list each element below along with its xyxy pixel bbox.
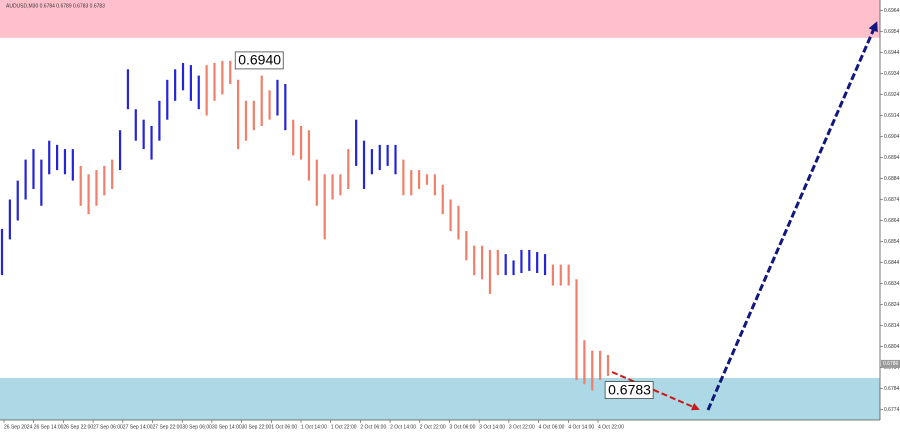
x-tick-label: 1 Oct 14:00	[301, 424, 327, 430]
y-tick-label: 0.6914	[884, 113, 900, 119]
target-zone	[0, 378, 880, 420]
y-tick-label: 0.6904	[884, 134, 900, 140]
x-tick-label: 26 Sep 2024	[4, 424, 33, 430]
forecast-arrow	[611, 371, 700, 411]
forecast-arrow	[706, 21, 878, 411]
price-label-box	[881, 359, 900, 368]
x-tick-label: 30 Sep 22:00	[242, 424, 272, 430]
x-tick-label: 2 Oct 14:00	[390, 424, 416, 430]
y-tick-label: 0.6854	[884, 239, 900, 245]
annotation-box	[234, 51, 284, 70]
x-tick-label: 2 Oct 06:00	[360, 424, 386, 430]
y-tick-label: 0.6784	[884, 386, 900, 392]
target-zone	[0, 0, 880, 38]
x-tick-label: 26 Sep 22:00	[63, 424, 93, 430]
y-tick-label: 0.6934	[884, 71, 900, 77]
y-tick-label: 0.6814	[884, 323, 900, 329]
x-tick-label: 4 Oct 14:00	[568, 424, 594, 430]
x-tick-label: 26 Sep 14:00	[34, 424, 64, 430]
y-tick-label: 0.6894	[884, 155, 900, 161]
x-tick-label: 4 Oct 06:00	[539, 424, 565, 430]
y-tick-label: 0.6884	[884, 176, 900, 182]
x-tick-label: 3 Oct 14:00	[479, 424, 505, 430]
annotation-text: 0.6940	[238, 52, 281, 68]
y-tick-label: 0.6924	[884, 92, 900, 98]
x-tick-label: 27 Sep 14:00	[123, 424, 153, 430]
price-label: 0.6786	[883, 361, 899, 367]
y-tick-label: 0.6834	[884, 281, 900, 287]
x-tick-label: 30 Sep 14:00	[212, 424, 242, 430]
y-tick-label: 0.6844	[884, 260, 900, 266]
x-tick-label: 27 Sep 06:00	[93, 424, 123, 430]
y-tick-label: 0.6824	[884, 302, 900, 308]
y-tick-label: 0.6944	[884, 50, 900, 56]
y-tick-label: 0.6954	[884, 29, 900, 35]
annotation-box	[604, 381, 654, 400]
x-tick-label: 30 Sep 06:00	[182, 424, 212, 430]
x-tick-label: 4 Oct 22:00	[598, 424, 624, 430]
x-tick-label: 27 Sep 22:00	[153, 424, 183, 430]
annotation-text: 0.6783	[608, 381, 651, 397]
y-tick-label: 0.6864	[884, 218, 900, 224]
x-tick-label: 3 Oct 06:00	[450, 424, 476, 430]
price-annotation: 0.6783	[604, 381, 654, 400]
y-tick-label: 0.6804	[884, 344, 900, 350]
y-tick-label: 0.6774	[884, 407, 900, 413]
x-tick-label: 2 Oct 22:00	[420, 424, 446, 430]
y-tick-label: 0.6874	[884, 197, 900, 203]
price-annotation: 0.6940	[234, 51, 284, 70]
x-tick-label: 1 Oct 22:00	[331, 424, 357, 430]
x-tick-label: 1 Oct 06:00	[271, 424, 297, 430]
y-tick-label: 0.6964	[884, 8, 900, 14]
chart-title: AUDUSD,M30 0.6784 0.6789 0.6783 0.6783	[6, 3, 105, 9]
x-tick-label: 3 Oct 22:00	[509, 424, 535, 430]
